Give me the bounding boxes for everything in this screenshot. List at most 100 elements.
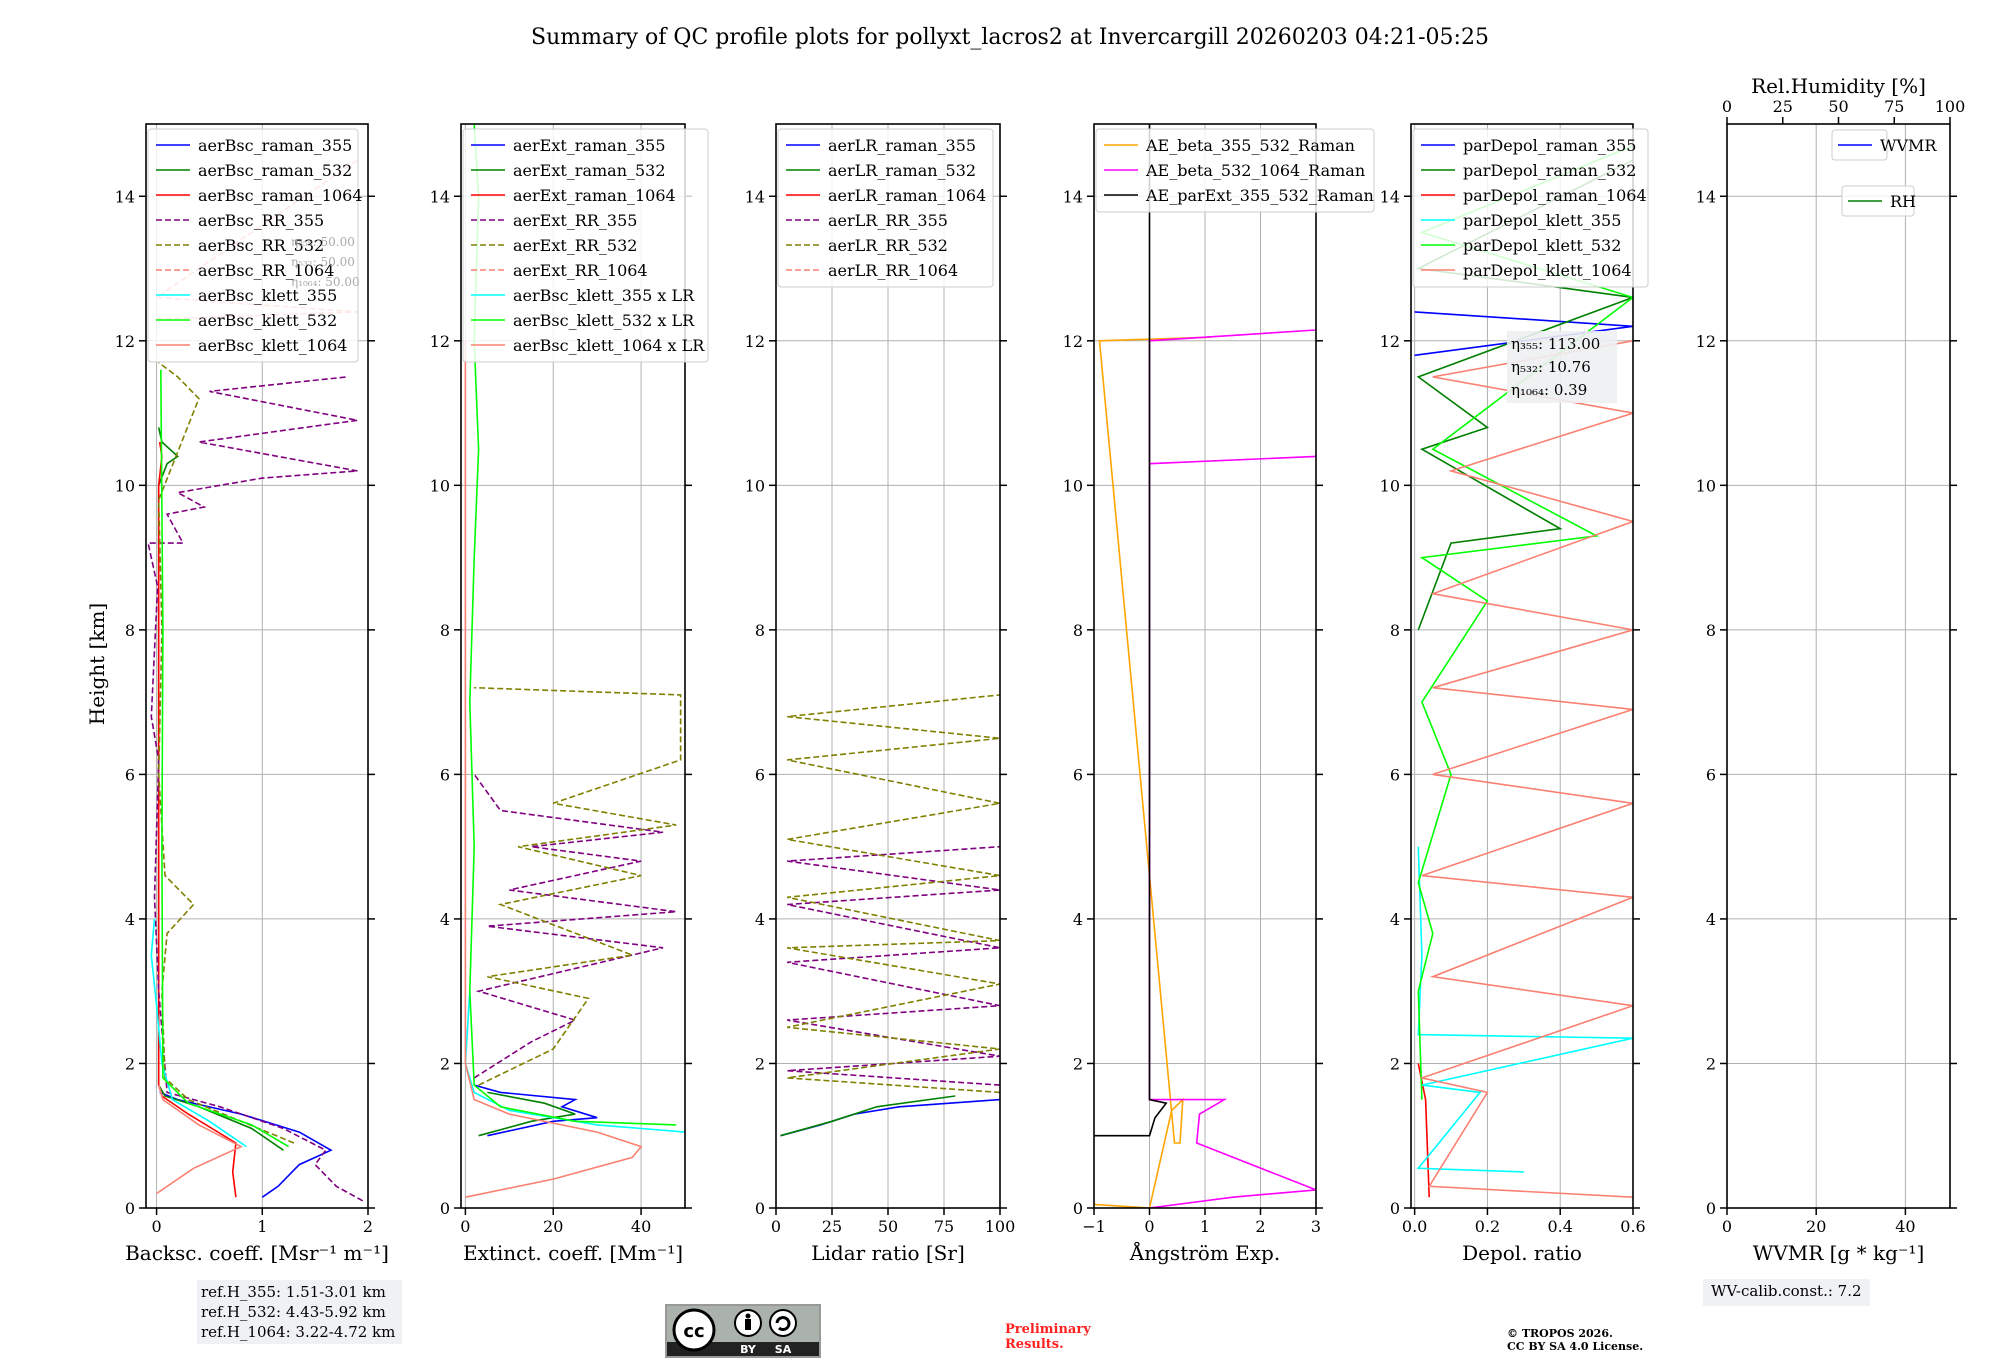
tick-label-y: 6 [1390, 765, 1400, 784]
series-aerBsc_raman_1064 [157, 441, 237, 1198]
legend: WVMR RH [1831, 129, 1937, 217]
legend-label: aerExt_raman_1064 [513, 186, 676, 205]
tick-label-y: 14 [115, 187, 135, 206]
series-aerBsc_raman_355 [159, 1091, 333, 1198]
tick-label-y: 6 [1073, 765, 1083, 784]
tick-label-y: 4 [125, 910, 135, 929]
tick-label-x: 100 [985, 1217, 1016, 1236]
legend-label: parDepol_klett_532 [1463, 236, 1621, 255]
legend-label: aerExt_RR_1064 [513, 261, 648, 280]
xaxis-label: WVMR [g * kg⁻¹] [1753, 1241, 1925, 1265]
tick-label-x: 1 [257, 1217, 267, 1236]
tick-label-x: 3 [1311, 1217, 1321, 1236]
preliminary-line-2: Results. [1005, 1337, 1064, 1352]
tick-label-x: 2 [1255, 1217, 1265, 1236]
legend-label: aerBsc_RR_355 [198, 211, 324, 230]
legend: aerBsc_raman_355 aerBsc_raman_532 aerBsc_r… [147, 128, 363, 363]
tick-label-y: 14 [1063, 187, 1083, 206]
tick-label-x: 0.4 [1547, 1217, 1572, 1236]
eta-value-1064: η₁₀₆₄: 0.39 [1511, 381, 1587, 399]
series-AE_beta_532_1064_Raman [1148, 329, 1316, 1208]
tick-label-y: 2 [1706, 1054, 1716, 1073]
tick-label-y: 10 [1063, 476, 1083, 495]
reference-heights-box: ref.H_355: 1.51-3.01 km ref.H_532: 4.43-… [197, 1280, 402, 1344]
tick-label-y: 4 [1706, 910, 1716, 929]
tick-label-x: 0.6 [1620, 1217, 1645, 1236]
xaxis-label: Extinct. coeff. [Mm⁻¹] [463, 1241, 683, 1265]
legend-label: aerLR_raman_532 [828, 161, 976, 180]
tick-label-y: 8 [1073, 621, 1083, 640]
tick-label-y: 6 [125, 765, 135, 784]
series-aerLR_RR_355 [787, 845, 1000, 1086]
ref-height-532: ref.H_532: 4.43-5.92 km [201, 1303, 386, 1321]
series-parDepol_klett_532 [1417, 144, 1633, 1100]
legend-label: aerExt_RR_532 [513, 236, 637, 255]
tick-label-y: 8 [755, 621, 765, 640]
legend-label: parDepol_raman_1064 [1463, 186, 1647, 205]
tick-label-x: 0.0 [1402, 1217, 1427, 1236]
tick-label-y: 6 [755, 765, 765, 784]
xaxis-label: Depol. ratio [1462, 1241, 1582, 1265]
tick-label-y: 14 [1696, 187, 1716, 206]
tick-label-y: 10 [1380, 476, 1400, 495]
cc-logo-text: cc [683, 1321, 704, 1342]
tick-label-y: 0 [1390, 1199, 1400, 1218]
series-aerBsc_RR_532 [157, 361, 295, 1144]
top-axis-label: Rel.Humidity [%] [1751, 74, 1926, 98]
cc-badge-graphic: cc BY SA [667, 1306, 819, 1356]
tick-label-y: 6 [440, 765, 450, 784]
cc-sa-label: SA [775, 1343, 792, 1356]
tick-label-x: 0 [151, 1217, 161, 1236]
copyright-line-1: © TROPOS 2026. [1507, 1327, 1613, 1340]
tick-label-x: 0 [1722, 1217, 1732, 1236]
tick-label-y: 0 [125, 1199, 135, 1218]
legend-box [1412, 128, 1649, 288]
legend-label: aerBsc_klett_532 [198, 311, 337, 330]
eta-value-532: η₅₃₂: 50.00 [291, 255, 355, 269]
panel-lidar_ratio: 0 25 50 75 100 0 2 4 6 8 10 12 14 Lidar ratio [Sr] aer… [745, 123, 1016, 1265]
legend-label: AE_beta_532_1064_Raman [1145, 161, 1365, 180]
tick-label-y: 0 [1073, 1199, 1083, 1218]
legend-box [1095, 128, 1375, 213]
legend-label: parDepol_klett_355 [1463, 211, 1621, 230]
series-aerLR_raman_532 [780, 1095, 956, 1137]
legend: aerExt_raman_355 aerExt_raman_532 aerExt_r… [462, 128, 709, 363]
tick-label-y: 14 [745, 187, 765, 206]
series-aerBsc_klett_1064 [156, 1084, 243, 1195]
tick-label-y: 8 [440, 621, 450, 640]
legend-label: aerBsc_raman_532 [198, 161, 352, 180]
ref-height-355: ref.H_355: 1.51-3.01 km [201, 1283, 386, 1301]
legend-label: aerExt_RR_355 [513, 211, 637, 230]
legend: parDepol_raman_355 parDepol_raman_532 parD… [1412, 128, 1649, 288]
copyright-note: © TROPOS 2026. CC BY SA 4.0 License. [1507, 1327, 1643, 1353]
copyright-line-2: CC BY SA 4.0 License. [1507, 1340, 1644, 1353]
legend-label: aerBsc_raman_1064 [198, 186, 363, 205]
tick-label-y: 10 [1696, 476, 1716, 495]
axes-frame [1726, 123, 1951, 1209]
legend-label: aerLR_raman_355 [828, 136, 976, 155]
tick-label-x: 0 [1144, 1217, 1154, 1236]
preliminary-note: Preliminary Results. [1005, 1322, 1091, 1352]
axes-frame [1093, 123, 1317, 1209]
legend-box [777, 128, 994, 288]
tick-label-y: 2 [1073, 1054, 1083, 1073]
legend-label: aerBsc_klett_532 x LR [513, 311, 695, 330]
tick-label-y: 14 [1380, 187, 1400, 206]
tick-label-y: 4 [1073, 910, 1083, 929]
cc-by-label: BY [740, 1343, 757, 1356]
eta-annotation: η₃₅₅: 50.00 η₅₃₂: 50.00 η₁₀₆₄: 50.00 [291, 235, 360, 289]
eta-value-355: η₃₅₅: 113.00 [1511, 335, 1600, 353]
legend-label: aerExt_raman_532 [513, 161, 666, 180]
tick-label-x: 1 [1200, 1217, 1210, 1236]
tick-label-y: 8 [125, 621, 135, 640]
legend-label: aerBsc_klett_355 [198, 286, 337, 305]
series-aerExt_RR_532 [474, 686, 682, 1086]
tick-label-y: 10 [430, 476, 450, 495]
legend-label: RH [1890, 192, 1916, 211]
tick-label-y: 0 [440, 1199, 450, 1218]
series-aerExt_raman_355 [473, 1084, 598, 1137]
tick-label-y: 12 [1063, 332, 1083, 351]
